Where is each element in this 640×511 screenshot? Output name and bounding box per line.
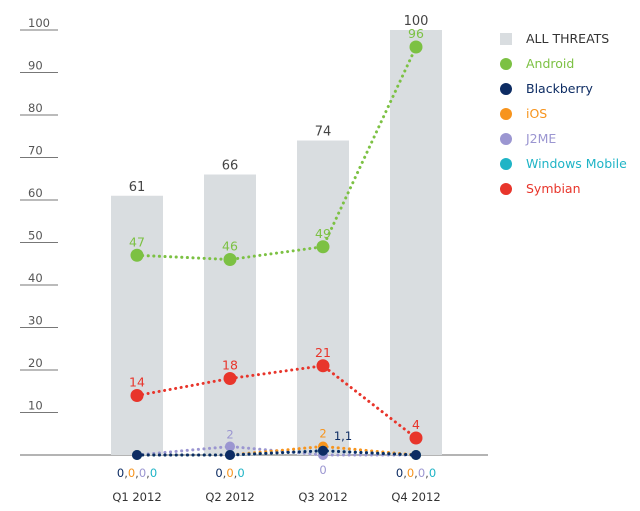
point-label-android-1: 47	[129, 234, 145, 249]
point-label-symbian-1: 14	[129, 375, 145, 390]
legend-item-ios: iOS	[500, 101, 638, 126]
legend-label-symbian: Symbian	[526, 181, 581, 196]
point-label-android-3: 49	[315, 226, 331, 241]
legend-swatch-blackberry	[500, 82, 512, 95]
zero-value-part: ,	[425, 466, 429, 480]
x-category-label-1: Q1 2012	[112, 490, 161, 504]
point-blackberry-4	[411, 450, 421, 460]
legend-label-android: Android	[526, 56, 575, 71]
y-tick-label-50: 50	[28, 229, 43, 243]
point-symbian-3	[316, 359, 330, 373]
y-tick-label-30: 30	[28, 314, 43, 328]
zero-value-part: ,	[135, 466, 139, 480]
zero-value-part: ,	[403, 466, 407, 480]
x-category-label-4: Q4 2012	[391, 490, 440, 504]
bar-total-label-3: 74	[315, 125, 332, 140]
point-blackberry-1	[132, 450, 142, 460]
zero-values-label-1: 0,0,0,0	[117, 466, 157, 480]
zero-value-part: 0	[396, 466, 403, 480]
legend-item-blackberry: Blackberry	[500, 76, 638, 101]
annotation-label-1: 2	[226, 428, 233, 442]
point-label-symbian-3: 21	[315, 345, 331, 360]
annotation-label-2: 2	[319, 427, 326, 441]
point-j2me-2	[225, 441, 235, 452]
y-tick-label-40: 40	[28, 271, 43, 285]
point-blackberry-3	[318, 445, 328, 456]
point-android-1	[130, 248, 144, 262]
zero-value-part: ,	[414, 466, 418, 480]
line-ios	[135, 444, 418, 457]
bar-all-threats-4	[390, 30, 442, 455]
y-tick-label-90: 90	[28, 59, 43, 73]
bar-total-label-2: 66	[222, 159, 239, 174]
bar-all-threats-1	[111, 195, 163, 455]
legend-swatch-android	[500, 57, 512, 70]
point-label-android-4: 96	[408, 26, 424, 41]
zero-values-label-4: 0,0,0,0	[396, 466, 436, 480]
point-label-android-2: 46	[222, 239, 238, 254]
y-tick-label-80: 80	[28, 101, 43, 115]
legend-label-all-threats: ALL THREATS	[526, 31, 610, 46]
legend-label-j2me: J2ME	[526, 131, 557, 146]
legend-swatch-windows-mobile	[500, 157, 512, 170]
bar-total-label-4: 100	[404, 14, 429, 29]
point-symbian-2	[223, 372, 237, 385]
line-android	[135, 45, 418, 262]
legend-item-all-threats: ALL THREATS	[500, 26, 638, 51]
zero-value-part: 0	[429, 466, 436, 480]
legend-item-symbian: Symbian	[500, 176, 638, 201]
point-label-symbian-4: 4	[412, 417, 420, 432]
legend-item-android: Android	[500, 51, 638, 76]
zero-value-part: 0	[215, 466, 222, 480]
bar-all-threats-3	[297, 140, 349, 455]
bar-all-threats-2	[204, 174, 256, 455]
zero-value-part: 0	[117, 466, 124, 480]
annotation-label-3: 1,1	[334, 429, 352, 443]
annotation-label-4: 0	[319, 463, 326, 477]
zero-value-part: ,	[223, 466, 227, 480]
chart-legend: ALL THREATS Android Blackberry iOS J2ME …	[500, 26, 638, 201]
zero-value-part: 0	[150, 466, 157, 480]
y-tick-label-10: 10	[28, 399, 43, 413]
zero-value-part: ,	[234, 466, 238, 480]
x-category-label-2: Q2 2012	[205, 490, 254, 504]
point-android-4	[409, 40, 423, 54]
legend-swatch-j2me	[500, 132, 512, 145]
point-symbian-1	[130, 389, 144, 402]
bar-total-label-1: 61	[129, 180, 146, 195]
zero-values-label-2: 0,0,0	[215, 466, 244, 480]
x-category-label-3: Q3 2012	[298, 490, 347, 504]
zero-value-part: ,	[124, 466, 128, 480]
zero-value-part: 0	[226, 466, 233, 480]
zero-value-part: 0	[418, 466, 425, 480]
zero-value-part: 0	[237, 466, 244, 480]
zero-value-part: 0	[407, 466, 414, 480]
legend-label-windows-mobile: Windows Mobile	[526, 156, 627, 171]
legend-item-windows-mobile: Windows Mobile	[500, 151, 638, 176]
zero-value-part: 0	[139, 466, 146, 480]
y-tick-label-20: 20	[28, 356, 43, 370]
y-tick-label-100: 100	[28, 16, 50, 30]
legend-label-blackberry: Blackberry	[526, 81, 593, 96]
zero-value-part: ,	[146, 466, 150, 480]
point-symbian-4	[409, 431, 423, 445]
y-tick-label-70: 70	[28, 144, 43, 158]
point-label-symbian-2: 18	[222, 358, 238, 373]
legend-label-ios: iOS	[526, 106, 548, 121]
point-android-3	[316, 240, 330, 254]
legend-swatch-ios	[500, 107, 512, 120]
legend-swatch-symbian	[500, 182, 512, 195]
y-tick-label-60: 60	[28, 186, 43, 200]
legend-item-j2me: J2ME	[500, 126, 638, 151]
zero-value-part: 0	[128, 466, 135, 480]
point-android-2	[223, 253, 237, 266]
legend-swatch-all-threats	[500, 32, 512, 45]
line-blackberry	[135, 449, 418, 457]
point-blackberry-2	[225, 450, 235, 460]
line-symbian	[135, 364, 418, 440]
